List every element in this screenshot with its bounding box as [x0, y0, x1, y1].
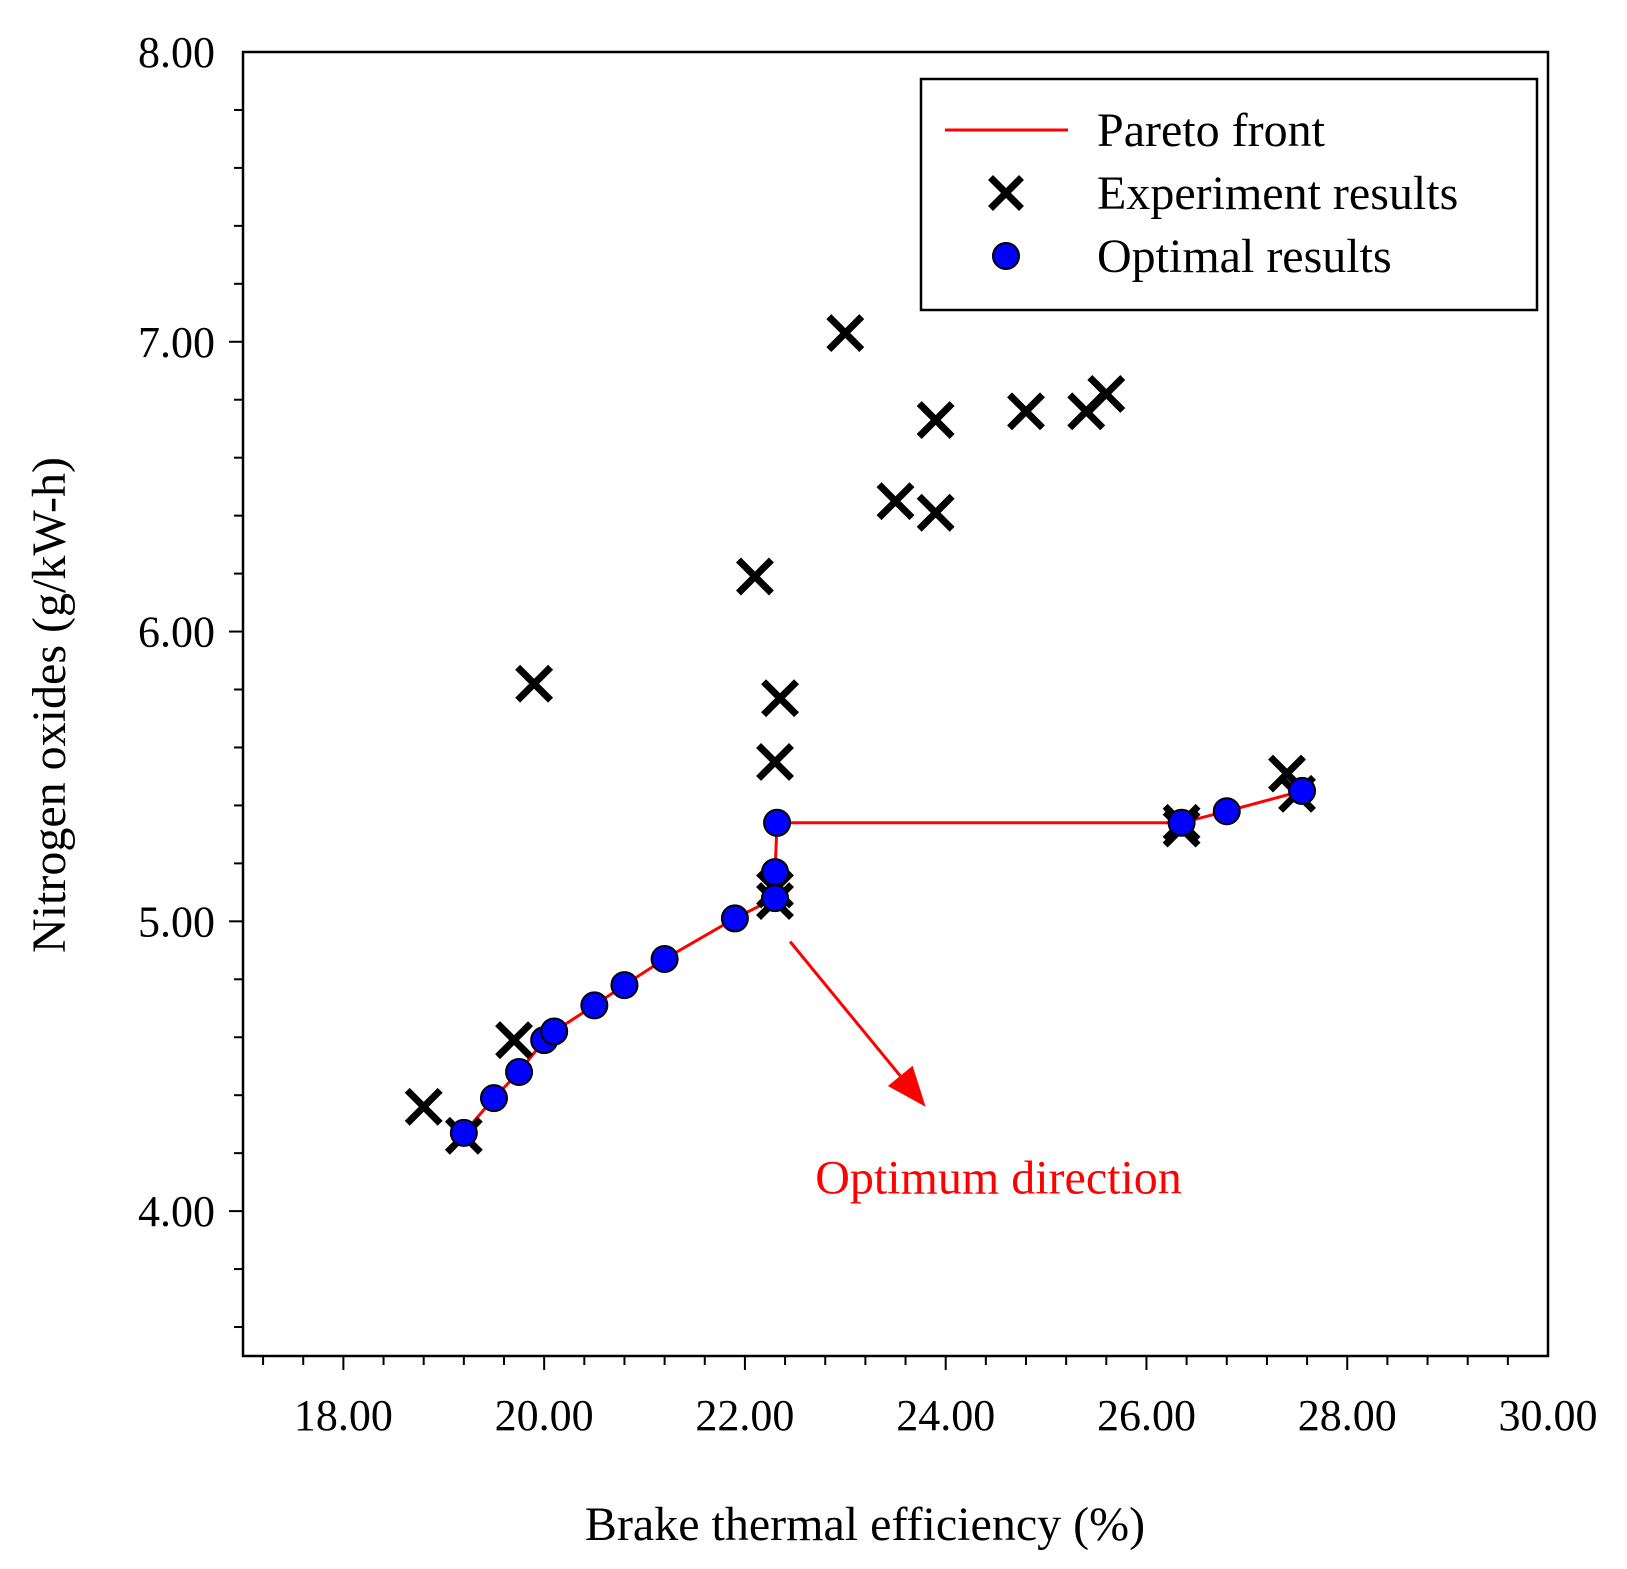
legend: Pareto front Experiment results Optimal re… — [919, 77, 1539, 312]
experiment-marker — [515, 664, 554, 703]
experiment-marker — [1007, 392, 1045, 431]
legend-swatch-circle — [992, 242, 1020, 270]
optimal-point — [1167, 808, 1196, 837]
experiment-marker — [495, 1021, 533, 1060]
optimum-direction-label: Optimum direction — [815, 1152, 1182, 1205]
x-tick-label: 26.00 — [1097, 1391, 1196, 1440]
optimal-point — [761, 858, 790, 887]
legend-swatch-x — [988, 175, 1024, 211]
y-tick-label: 5.00 — [138, 897, 215, 946]
optimum-arrow-head — [887, 1065, 926, 1107]
experiment-marker — [756, 743, 794, 781]
experiment-marker — [1087, 374, 1126, 413]
optimal-point — [763, 808, 792, 837]
legend-box — [919, 77, 1539, 312]
optimum-arrow-shaft — [788, 940, 902, 1077]
y-tick-label: 7.00 — [138, 318, 215, 367]
y-axis-label: Nitrogen oxides (g/kW-h) — [23, 457, 76, 953]
legend-label: Pareto front — [1097, 104, 1326, 157]
x-tick-label: 28.00 — [1298, 1391, 1397, 1440]
optimal-point — [479, 1084, 508, 1113]
annotation-layer: Optimum direction — [788, 940, 1182, 1205]
y-axis: 4.00 5.00 6.00 7.00 8.00 — [138, 28, 243, 1329]
optimal-point — [449, 1118, 478, 1147]
pareto-front-line — [462, 789, 1303, 1134]
optimal-point — [1288, 776, 1317, 805]
y-tick-label: 4.00 — [138, 1187, 215, 1236]
experiment-marker — [761, 679, 800, 718]
x-tick-label: 30.00 — [1499, 1391, 1598, 1440]
optimal-point — [761, 884, 790, 913]
experiment-marker — [916, 493, 955, 532]
x-tick-label: 22.00 — [695, 1391, 794, 1440]
y-tick-label: 8.00 — [138, 28, 215, 77]
plot-area — [241, 50, 1550, 1358]
y-tick-label: 6.00 — [138, 608, 215, 657]
legend-label: Experiment results — [1097, 167, 1458, 220]
plot-border — [241, 50, 1550, 1358]
x-tick-label: 24.00 — [896, 1391, 995, 1440]
experiment-marker — [876, 482, 915, 521]
experiment-marker — [736, 557, 774, 596]
series-layer — [404, 314, 1317, 1155]
optimal-point — [650, 945, 679, 974]
experiment-marker — [916, 401, 955, 439]
optimal-point — [505, 1058, 534, 1087]
x-tick-label: 18.00 — [294, 1391, 393, 1440]
optimal-point — [580, 991, 609, 1020]
x-axis: 18.00 20.00 22.00 24.00 26.00 28.00 30.00 — [262, 1356, 1598, 1440]
optimal-point — [1212, 797, 1241, 826]
x-axis-label: Brake thermal efficiency (%) — [585, 1498, 1145, 1551]
optimal-point — [720, 904, 749, 933]
legend-label: Optimal results — [1097, 230, 1392, 283]
optimal-point — [540, 1017, 569, 1046]
x-tick-label: 20.00 — [495, 1391, 594, 1440]
optimal-point — [610, 971, 639, 1000]
experiment-marker — [404, 1087, 443, 1126]
experiment-marker — [826, 314, 865, 353]
